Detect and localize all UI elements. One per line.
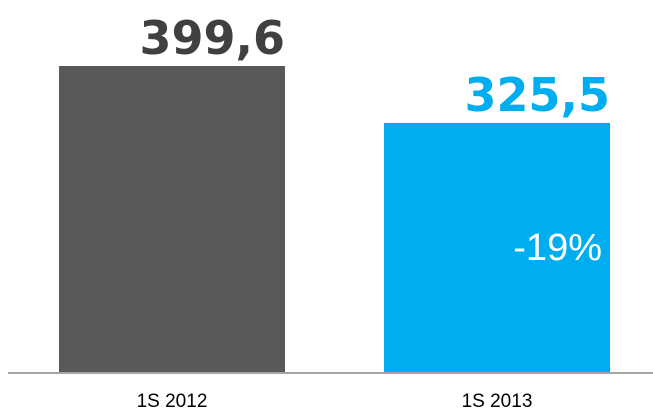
category-label-1s-2012: 1S 2012	[137, 391, 208, 412]
bar-1s-2013	[384, 122, 610, 373]
value-label-1s-2013: 325,5	[464, 68, 610, 122]
bars-layer	[59, 66, 610, 373]
bar-1s-2012	[59, 66, 285, 373]
category-label-1s-2013: 1S 2013	[462, 391, 533, 412]
value-label-1s-2012: 399,6	[139, 11, 285, 65]
change-percent-label: -19%	[513, 227, 602, 269]
